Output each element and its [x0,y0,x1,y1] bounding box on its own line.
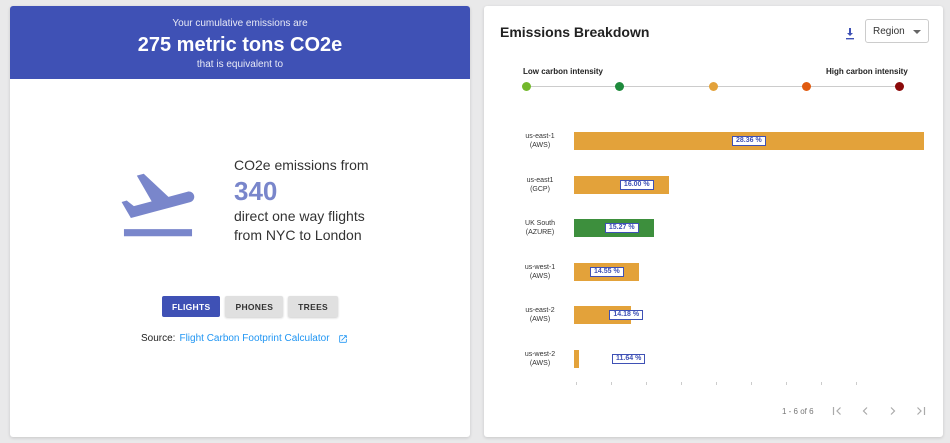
emission-bar[interactable] [574,349,579,368]
region-label: us-east-2 (AWS) [525,307,555,323]
bar-value-label: 14.18 % [609,310,644,320]
intensity-dot [801,82,811,91]
chevron-down-icon [913,30,921,34]
axis-tick [751,382,752,385]
source-label: Source: [141,333,176,344]
emissions-bar-chart: us-east-1 (AWS) 28.36 % us-east1 (GCP) 16.00 … [484,121,943,391]
intensity-dot [895,82,904,91]
banner-prefix: Your cumulative emissions are [172,18,308,29]
axis-tick [611,382,612,385]
intensity-dot [615,82,625,91]
download-icon[interactable] [845,28,855,40]
phones-button[interactable]: PHONES [225,296,284,317]
breakdown-title: Emissions Breakdown [500,24,650,40]
bar-value-label: 14.55 % [590,266,624,277]
region-label: us-east-1 (AWS) [525,133,555,149]
group-by-value: Region [873,25,905,37]
bar-value-label: 16.00 % [619,179,654,190]
group-by-select[interactable]: Region [865,19,929,43]
axis-tick [856,382,857,385]
eq-line1: CO2e emissions from [234,157,369,173]
low-intensity-label: Low carbon intensity [523,67,604,76]
region-label: us-west-2 (AWS) [524,350,556,367]
next-page-icon[interactable] [888,406,898,416]
banner-suffix: that is equivalent to [196,59,284,70]
trees-button[interactable]: TREES [288,296,339,317]
external-link-icon[interactable] [338,334,348,344]
equivalency-card: Your cumulative emissions are 275 metric… [10,6,470,437]
equivalency-tabs: FLIGHTS PHONES TREES [162,296,339,317]
equivalency-text: CO2e emissions from 340 direct one way f… [234,156,369,245]
flights-count: 340 [234,176,278,206]
bar-value-label: 28.36 % [732,136,766,146]
source-line: Source: Flight Carbon Footprint Calculat… [141,333,348,344]
intensity-dot [522,82,531,91]
axis-tick [646,382,647,385]
emissions-banner: Your cumulative emissions are 275 metric… [10,6,470,79]
intensity-dot [708,82,718,91]
source-link[interactable]: Flight Carbon Footprint Calculator [179,333,330,344]
region-label: UK South (AZURE) [525,220,555,236]
total-emissions: 275 metric tons CO2e [137,34,343,56]
high-intensity-label: High carbon intensity [826,67,908,76]
axis-tick [821,382,822,385]
flights-button[interactable]: FLIGHTS [162,296,221,317]
eq-line2: direct one way flights [234,208,365,224]
axis-tick [576,382,577,385]
emissions-breakdown-card: Emissions Breakdown Region Low carbon in… [484,6,943,437]
last-page-icon[interactable] [916,406,926,416]
flight-takeoff-icon [121,173,195,237]
bar-value-label: 15.27 % [604,223,639,233]
region-label: us-east1 (GCP) [526,176,554,193]
eq-line3: from NYC to London [234,227,362,243]
pagination: 1 - 6 of 6 [782,406,926,416]
region-label: us-west-1 (AWS) [524,263,556,280]
axis-tick [716,382,717,385]
axis-tick [681,382,682,385]
axis-tick [786,382,787,385]
first-page-icon[interactable] [832,406,842,416]
previous-page-icon[interactable] [860,406,870,416]
bar-value-label: 11.64 % [612,353,646,364]
page-range: 1 - 6 of 6 [782,406,814,416]
